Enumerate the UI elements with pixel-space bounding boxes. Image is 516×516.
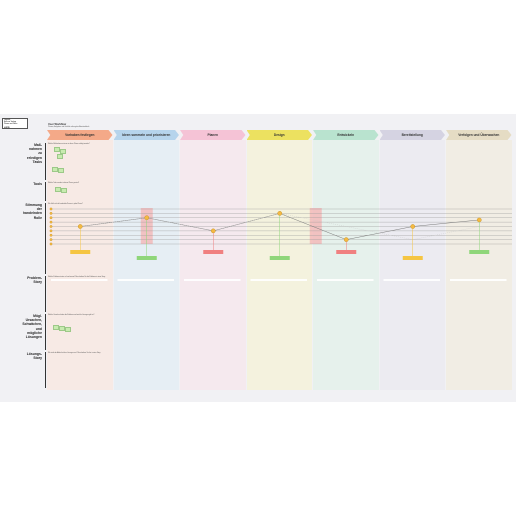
row-description-1: Welche Maßnahmen müssen in dieser Phase … xyxy=(48,144,90,145)
emotion-point-7 xyxy=(476,217,482,223)
emotion-card-7 xyxy=(469,250,490,254)
scale-dot xyxy=(49,238,53,241)
phase-column-4 xyxy=(246,140,312,390)
phase-column-3 xyxy=(180,140,246,390)
row-divider-3 xyxy=(45,203,46,274)
scale-dot xyxy=(49,233,53,237)
row-description-5: Welche Ursachen haben die Probleme und w… xyxy=(48,315,95,316)
scale-dot xyxy=(49,225,53,228)
board-title: User Workflow xyxy=(48,123,67,126)
legend-line-2: Notiz zur Vorlage xyxy=(4,121,17,123)
cause-note-1[interactable] xyxy=(53,325,59,330)
scale-dot xyxy=(49,216,53,220)
cause-note-2[interactable] xyxy=(59,326,65,331)
phase-column-6 xyxy=(379,140,445,390)
scale-dot xyxy=(49,242,53,246)
emotion-card-4 xyxy=(269,256,290,260)
problem-card-1 xyxy=(51,279,108,281)
cause-note-3[interactable] xyxy=(65,327,71,332)
row-description-2: Welche Tools werden in dieser Phase genu… xyxy=(48,183,80,184)
emotion-point-6 xyxy=(410,224,416,229)
problem-card-6 xyxy=(383,279,440,281)
phase-header-2[interactable]: Ideen sammeln und priorisieren xyxy=(113,130,179,140)
row-label-6: Lösungs- Story xyxy=(26,352,42,361)
row-divider-1 xyxy=(45,143,46,180)
tool-note-3[interactable] xyxy=(55,187,61,192)
problem-card-7 xyxy=(450,279,507,281)
scale-dot xyxy=(49,229,53,233)
task-note-1[interactable] xyxy=(54,147,60,152)
emotion-point-2 xyxy=(144,215,150,221)
emotion-point-5 xyxy=(343,237,349,242)
phase-header-7[interactable]: Verfolgen und Überwachen xyxy=(446,130,512,140)
tool-note-1[interactable] xyxy=(52,167,58,172)
row-divider-4 xyxy=(45,276,46,312)
problem-card-3 xyxy=(184,279,241,281)
row-label-1: Maß-nahmen zu erledigen Tasks xyxy=(26,143,42,164)
phase-header-4[interactable]: Design xyxy=(246,130,312,140)
scale-dot xyxy=(49,207,53,211)
row-label-2: Tools xyxy=(33,182,42,186)
phase-header-3[interactable]: Planen xyxy=(180,130,246,140)
board-subtitle: Phasen, Aufgaben und Gefühle entlang des… xyxy=(48,127,90,128)
scale-dot xyxy=(49,212,53,215)
row-description-4: Welche Probleme treten auf und warum? Be… xyxy=(48,277,106,278)
problem-card-4 xyxy=(250,279,307,281)
emotion-card-1 xyxy=(70,250,91,254)
task-note-2[interactable] xyxy=(60,149,66,154)
task-note-3[interactable] xyxy=(57,154,63,159)
problem-card-2 xyxy=(117,279,174,281)
emotion-point-3 xyxy=(210,228,216,234)
row-divider-2 xyxy=(45,182,46,201)
highlight-block-design xyxy=(309,208,322,244)
phase-header-1[interactable]: Vorhaben festlegen xyxy=(47,130,113,140)
phase-header-6[interactable]: Bereitstellung xyxy=(379,130,445,140)
row-label-4: Problem- Story xyxy=(27,276,42,285)
tool-note-2[interactable] xyxy=(58,168,64,173)
row-divider-5 xyxy=(45,314,46,350)
legend-line-3: Phasen und Zeilen xyxy=(4,123,18,125)
phase-column-1 xyxy=(47,140,113,390)
emotion-card-5 xyxy=(336,250,357,254)
phase-column-5 xyxy=(313,140,379,390)
template-legend[interactable]: Legende Notiz zur Vorlage Phasen und Zei… xyxy=(2,118,28,129)
tool-note-4[interactable] xyxy=(61,188,67,193)
scale-dot xyxy=(49,220,53,224)
legend-tag: LUCID xyxy=(4,126,10,129)
row-label-3: Stimmung der handelnden Rolle xyxy=(22,203,42,220)
problem-card-5 xyxy=(317,279,374,281)
phase-column-2 xyxy=(113,140,179,390)
emotion-card-6 xyxy=(402,256,423,260)
emotion-point-4 xyxy=(277,211,283,216)
phase-header-5[interactable]: Entwickeln xyxy=(313,130,379,140)
phase-column-7 xyxy=(446,140,512,390)
emotion-card-3 xyxy=(203,250,224,254)
emotion-card-2 xyxy=(136,256,157,260)
row-description-3: Wie fühlt sich die handelnde Person in j… xyxy=(48,204,83,205)
row-label-5: Mögl. Ursachen, Schwächen, und mögliche Lösun… xyxy=(22,314,42,340)
emotion-point-1 xyxy=(77,224,83,229)
legend-line-1: Legende xyxy=(4,119,11,121)
row-description-6: Wie sieht der Ablauf mit den Lösungen au… xyxy=(48,353,101,354)
row-divider-6 xyxy=(45,352,46,388)
